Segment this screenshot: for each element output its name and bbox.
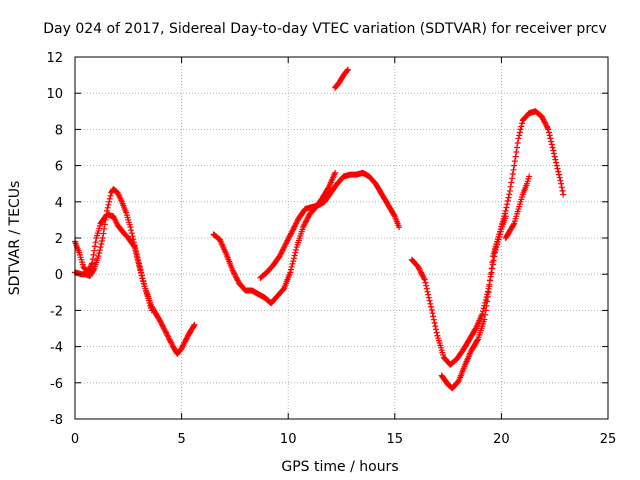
data-point (549, 144, 556, 151)
y-tick-label: -2 (50, 304, 63, 319)
y-tick-label: 8 (55, 123, 63, 138)
y-tick-label: 6 (55, 160, 63, 175)
y-tick-label: 2 (55, 232, 63, 247)
series-arc-6 (408, 213, 509, 368)
data-points (72, 66, 567, 392)
data-point (506, 187, 513, 194)
y-tick-label: -8 (50, 413, 63, 428)
chart-title: Day 024 of 2017, Sidereal Day-to-day VTE… (43, 21, 607, 37)
data-point-trace (72, 186, 154, 311)
series-arc-8 (502, 173, 533, 241)
data-point (135, 260, 142, 267)
data-point (131, 242, 138, 249)
x-tick-label: 20 (493, 432, 510, 447)
data-point (558, 180, 565, 187)
data-point (99, 235, 106, 241)
data-point-trace (332, 67, 351, 90)
x-tick-label: 10 (280, 432, 297, 447)
data-point (515, 135, 522, 142)
data-point-trace (439, 108, 566, 391)
y-tick-label: 10 (46, 87, 63, 102)
series-arc-7 (438, 108, 567, 392)
x-tick-label: 5 (177, 432, 185, 447)
series-arc-2 (72, 186, 155, 314)
data-point (502, 207, 509, 214)
y-tick-label: 0 (55, 268, 63, 283)
data-point (428, 303, 435, 310)
y-tick-label: 4 (55, 196, 63, 211)
x-tick-label: 25 (600, 432, 617, 447)
series-arc-4 (257, 169, 403, 281)
data-point (560, 191, 567, 198)
data-point-trace (211, 171, 338, 306)
y-tick-label: 12 (46, 51, 63, 66)
y-tick-label: -4 (50, 341, 63, 356)
series-arc-5 (332, 66, 351, 91)
y-tick-label: -6 (50, 377, 63, 392)
data-point-trace (258, 170, 402, 281)
y-axis-title: SDTVAR / TECUs (7, 181, 23, 296)
axis-ticks: 0 5 10 15 20 25 -8 -6 -4 -2 0 2 4 6 8 10 12 (46, 51, 616, 447)
data-point (553, 162, 560, 169)
data-point (485, 289, 492, 296)
data-point-trace (503, 175, 532, 240)
x-tick-label: 0 (71, 432, 79, 447)
x-tick-label: 15 (387, 432, 404, 447)
data-point-trace (409, 215, 508, 368)
x-axis-title: GPS time / hours (281, 459, 398, 475)
data-point (511, 162, 518, 169)
data-point (103, 207, 110, 214)
